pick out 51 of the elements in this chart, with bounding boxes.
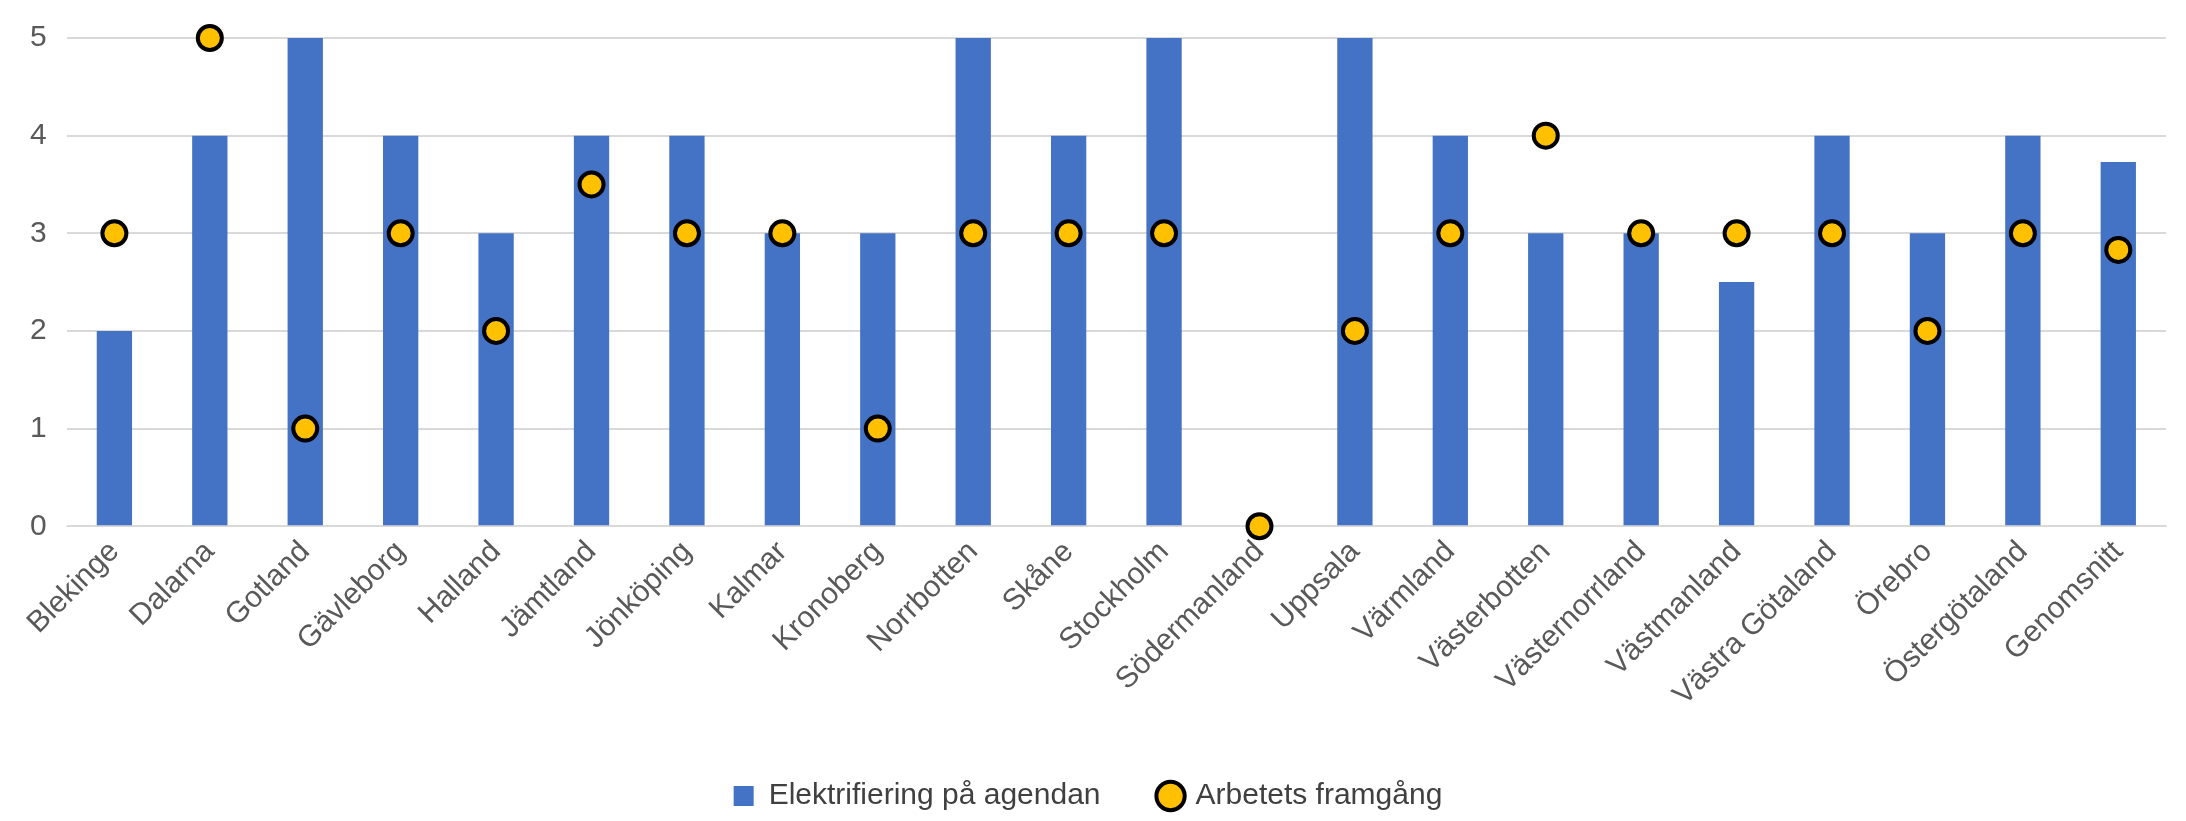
bar bbox=[96, 330, 133, 526]
bar bbox=[955, 38, 991, 526]
bar bbox=[860, 233, 896, 526]
bar bbox=[1718, 282, 1755, 526]
point bbox=[291, 414, 320, 443]
y-tick-label: 2 bbox=[30, 312, 47, 346]
point bbox=[1818, 219, 1847, 248]
point bbox=[1722, 219, 1751, 248]
bar bbox=[383, 135, 419, 526]
bar bbox=[764, 233, 801, 526]
bar bbox=[573, 135, 610, 526]
point bbox=[768, 219, 797, 248]
bar bbox=[1146, 38, 1182, 526]
y-tick-label: 0 bbox=[30, 507, 47, 541]
bar bbox=[287, 38, 323, 526]
point bbox=[1150, 219, 1179, 248]
point bbox=[100, 219, 129, 248]
legend-label: Elektrifiering på agendan bbox=[768, 777, 1101, 811]
bar bbox=[1337, 38, 1373, 526]
bar bbox=[192, 135, 228, 526]
point bbox=[2104, 235, 2133, 264]
point bbox=[1054, 219, 1083, 248]
point bbox=[195, 24, 224, 52]
point bbox=[1531, 121, 1560, 150]
point bbox=[577, 170, 606, 199]
bar bbox=[1814, 135, 1850, 526]
point bbox=[1913, 316, 1942, 345]
point bbox=[1340, 316, 1369, 345]
bar bbox=[669, 135, 705, 526]
point bbox=[1436, 219, 1465, 248]
bar bbox=[2100, 162, 2136, 526]
point bbox=[1627, 219, 1656, 248]
point bbox=[1245, 512, 1274, 541]
y-tick-label: 1 bbox=[30, 409, 47, 443]
point bbox=[672, 219, 701, 248]
y-tick-label: 5 bbox=[30, 19, 47, 53]
bar bbox=[1050, 135, 1087, 526]
bar bbox=[2005, 135, 2041, 526]
y-tick-label: 4 bbox=[30, 116, 47, 150]
bar bbox=[1909, 233, 1946, 526]
bar bbox=[478, 233, 514, 526]
point bbox=[959, 219, 988, 248]
y-tick-label: 3 bbox=[30, 214, 47, 248]
bar bbox=[1623, 233, 1659, 526]
point bbox=[386, 219, 415, 248]
bar bbox=[1528, 233, 1564, 526]
point bbox=[863, 414, 892, 443]
point bbox=[2008, 219, 2037, 248]
bar bbox=[1432, 135, 1468, 526]
legend-label: Arbetets framgång bbox=[1195, 777, 1443, 811]
point bbox=[482, 316, 511, 345]
